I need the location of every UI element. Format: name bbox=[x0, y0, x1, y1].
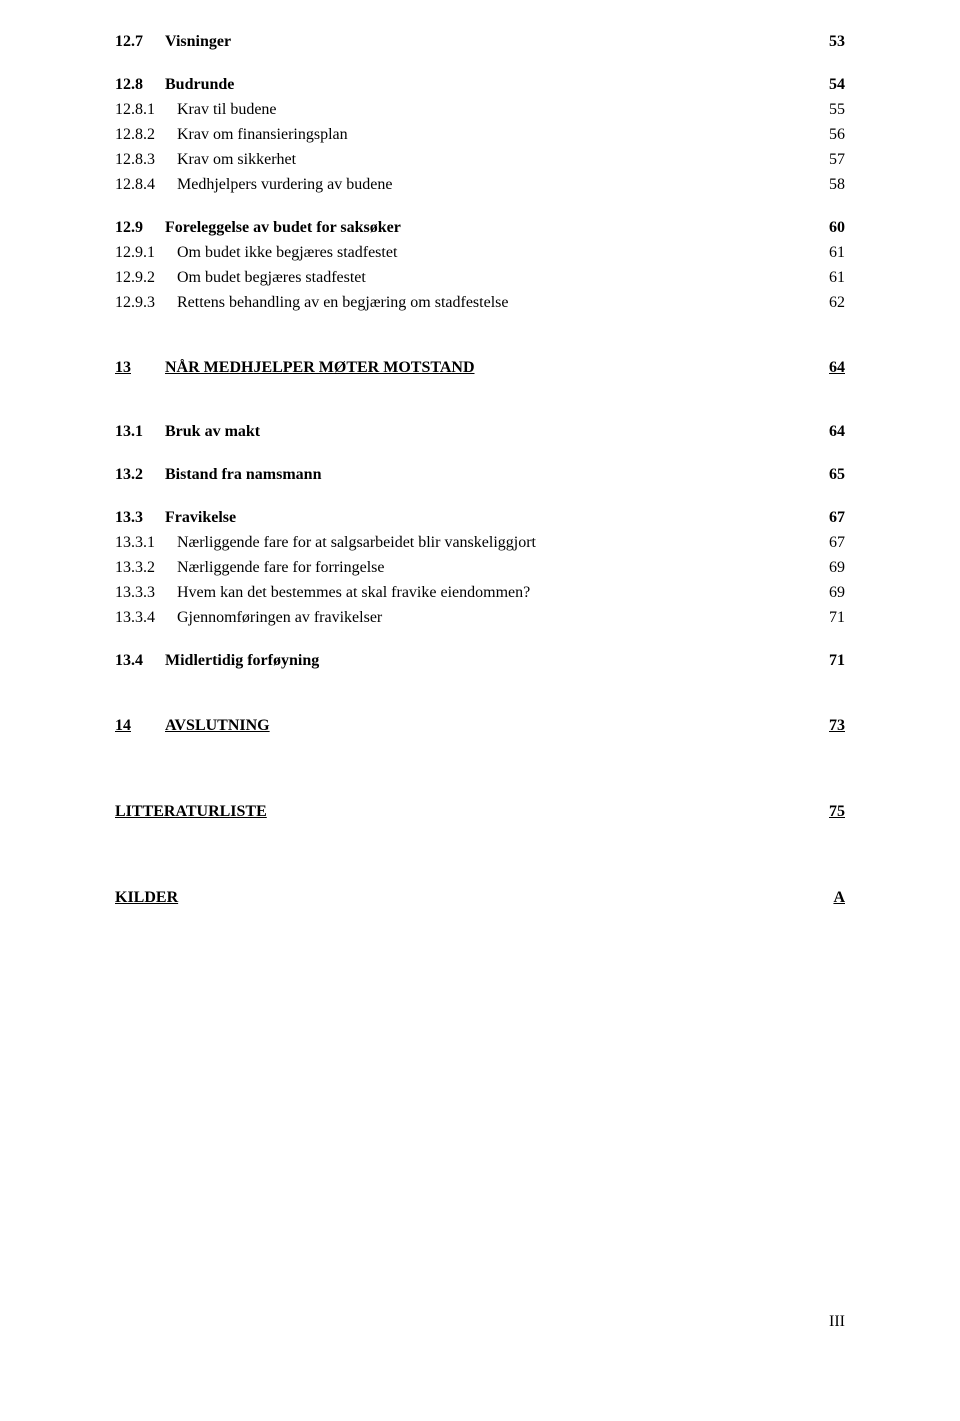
toc-title: Bruk av makt bbox=[165, 420, 260, 444]
toc-entry-12-8-1: 12.8.1Krav til budene 55 bbox=[115, 98, 845, 122]
toc-num: 12.7 bbox=[115, 30, 165, 54]
toc-num: 12.9 bbox=[115, 216, 165, 240]
toc-page: 53 bbox=[815, 30, 845, 54]
toc-num: 12.8.4 bbox=[115, 173, 177, 197]
toc-title: Bistand fra namsmann bbox=[165, 463, 321, 487]
toc-page: 57 bbox=[815, 148, 845, 172]
toc-page: 54 bbox=[815, 73, 845, 97]
toc-page: 55 bbox=[815, 98, 845, 122]
toc-title: LITTERATURLISTE bbox=[115, 800, 815, 824]
toc-page: 71 bbox=[815, 649, 845, 673]
toc-num: 13.4 bbox=[115, 649, 165, 673]
toc-section-13: 13 NÅR MEDHJELPER MØTER MOTSTAND 64 bbox=[115, 356, 845, 380]
toc-page: 73 bbox=[815, 714, 845, 738]
toc-page: 62 bbox=[815, 291, 845, 315]
toc-page: 61 bbox=[815, 241, 845, 265]
toc-entry-12-9-3: 12.9.3Rettens behandling av en begjæring… bbox=[115, 291, 845, 315]
toc-title: Nærliggende fare for forringelse bbox=[177, 556, 384, 580]
toc-page: 64 bbox=[815, 420, 845, 444]
toc-title: Krav til budene bbox=[177, 98, 277, 122]
toc-title: AVSLUTNING bbox=[165, 714, 815, 738]
toc-title: KILDER bbox=[115, 886, 815, 910]
toc-title: Nærliggende fare for at salgsarbeidet bl… bbox=[177, 531, 536, 555]
toc-entry-12-8: 12.8Budrunde 54 bbox=[115, 73, 845, 97]
toc-entry-12-8-2: 12.8.2Krav om finansieringsplan 56 bbox=[115, 123, 845, 147]
toc-title: Midlertidig forføyning bbox=[165, 649, 319, 673]
toc-num: 13.1 bbox=[115, 420, 165, 444]
toc-entry-13-1: 13.1Bruk av makt 64 bbox=[115, 420, 845, 444]
toc-entry-13-3-4: 13.3.4Gjennomføringen av fravikelser 71 bbox=[115, 606, 845, 630]
toc-page: 58 bbox=[815, 173, 845, 197]
toc-title: Krav om finansieringsplan bbox=[177, 123, 348, 147]
toc-num: 13.3.4 bbox=[115, 606, 177, 630]
toc-num: 12.8.2 bbox=[115, 123, 177, 147]
toc-title: Om budet ikke begjæres stadfestet bbox=[177, 241, 397, 265]
toc-page: 65 bbox=[815, 463, 845, 487]
toc-page: 64 bbox=[815, 356, 845, 380]
toc-title: Visninger bbox=[165, 30, 231, 54]
toc-entry-12-9-1: 12.9.1Om budet ikke begjæres stadfestet … bbox=[115, 241, 845, 265]
toc-page: 71 bbox=[815, 606, 845, 630]
toc-title: Krav om sikkerhet bbox=[177, 148, 296, 172]
toc-entry-13-3: 13.3Fravikelse 67 bbox=[115, 506, 845, 530]
toc-title: Medhjelpers vurdering av budene bbox=[177, 173, 392, 197]
toc-entry-13-3-3: 13.3.3Hvem kan det bestemmes at skal fra… bbox=[115, 581, 845, 605]
toc-entry-12-8-3: 12.8.3Krav om sikkerhet 57 bbox=[115, 148, 845, 172]
page-number: III bbox=[115, 1310, 845, 1334]
toc-title: Rettens behandling av en begjæring om st… bbox=[177, 291, 508, 315]
toc-num: 12.8.1 bbox=[115, 98, 177, 122]
toc-title: NÅR MEDHJELPER MØTER MOTSTAND bbox=[165, 356, 815, 380]
toc-page: 67 bbox=[815, 531, 845, 555]
toc-entry-13-4: 13.4Midlertidig forføyning 71 bbox=[115, 649, 845, 673]
toc-entry-12-9-2: 12.9.2Om budet begjæres stadfestet 61 bbox=[115, 266, 845, 290]
toc-title: Om budet begjæres stadfestet bbox=[177, 266, 366, 290]
toc-num: 12.9.2 bbox=[115, 266, 177, 290]
toc-section-litteraturliste: LITTERATURLISTE 75 bbox=[115, 800, 845, 824]
toc-title: Foreleggelse av budet for saksøker bbox=[165, 216, 401, 240]
toc-num: 12.8.3 bbox=[115, 148, 177, 172]
toc-num: 12.9.1 bbox=[115, 241, 177, 265]
toc-page: 60 bbox=[815, 216, 845, 240]
toc-num: 12.9.3 bbox=[115, 291, 177, 315]
toc-page: A bbox=[815, 886, 845, 910]
toc-title: Gjennomføringen av fravikelser bbox=[177, 606, 382, 630]
toc-entry-12-9: 12.9Foreleggelse av budet for saksøker 6… bbox=[115, 216, 845, 240]
toc-entry-13-2: 13.2Bistand fra namsmann 65 bbox=[115, 463, 845, 487]
toc-num: 13.3.1 bbox=[115, 531, 177, 555]
toc-entry-13-3-2: 13.3.2Nærliggende fare for forringelse 6… bbox=[115, 556, 845, 580]
toc-page: 67 bbox=[815, 506, 845, 530]
toc-section-14: 14 AVSLUTNING 73 bbox=[115, 714, 845, 738]
toc-page: 75 bbox=[815, 800, 845, 824]
toc-section-kilder: KILDER A bbox=[115, 886, 845, 910]
toc-entry-12-8-4: 12.8.4Medhjelpers vurdering av budene 58 bbox=[115, 173, 845, 197]
toc-title: Hvem kan det bestemmes at skal fravike e… bbox=[177, 581, 530, 605]
toc-title: Fravikelse bbox=[165, 506, 236, 530]
toc-page: 69 bbox=[815, 581, 845, 605]
toc-page: 56 bbox=[815, 123, 845, 147]
toc-num: 13.2 bbox=[115, 463, 165, 487]
toc-num: 14 bbox=[115, 714, 165, 738]
toc-entry-13-3-1: 13.3.1Nærliggende fare for at salgsarbei… bbox=[115, 531, 845, 555]
toc-num: 13 bbox=[115, 356, 165, 380]
toc-page: 69 bbox=[815, 556, 845, 580]
toc-title: Budrunde bbox=[165, 73, 234, 97]
toc-num: 13.3 bbox=[115, 506, 165, 530]
toc-num: 13.3.3 bbox=[115, 581, 177, 605]
toc-page: 61 bbox=[815, 266, 845, 290]
toc-entry-12-7: 12.7Visninger 53 bbox=[115, 30, 845, 54]
toc-num: 13.3.2 bbox=[115, 556, 177, 580]
toc-num: 12.8 bbox=[115, 73, 165, 97]
